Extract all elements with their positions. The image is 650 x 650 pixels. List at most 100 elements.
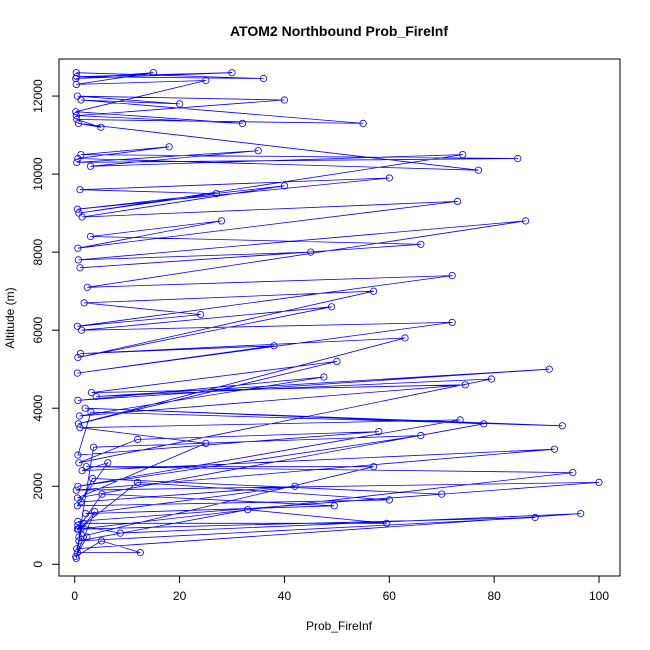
series-line — [74, 72, 600, 559]
data-point — [453, 197, 462, 205]
data-point — [74, 525, 83, 533]
y-tick-label: 0 — [31, 561, 45, 568]
data-point — [76, 349, 85, 358]
data-point — [72, 80, 80, 89]
data-point — [83, 533, 91, 541]
data-point — [116, 529, 124, 537]
data-point — [74, 154, 82, 163]
y-tick-label: 12000 — [31, 79, 45, 113]
data-point — [77, 498, 85, 506]
data-point — [270, 342, 278, 350]
data-point — [401, 334, 409, 342]
data-point — [98, 490, 106, 498]
data-point — [330, 502, 338, 510]
data-point — [280, 182, 288, 190]
data-point — [87, 388, 96, 397]
data-point — [327, 303, 336, 311]
data-point — [89, 474, 97, 483]
data-point — [417, 431, 425, 440]
data-point — [375, 427, 383, 436]
data-point — [74, 517, 82, 526]
x-tick-label: 0 — [71, 589, 78, 603]
data-point — [291, 482, 299, 490]
data-point — [92, 392, 100, 401]
data-point — [73, 369, 82, 377]
data-point — [77, 326, 86, 334]
data-point — [75, 412, 84, 420]
data-point — [197, 310, 205, 319]
data-point — [383, 519, 391, 527]
data-point — [461, 381, 469, 389]
data-point — [448, 318, 456, 326]
data-point — [369, 287, 378, 295]
data-point — [73, 158, 81, 166]
data-point — [74, 353, 82, 362]
data-point — [73, 205, 82, 213]
data-point — [73, 502, 82, 510]
plot-area — [72, 69, 603, 563]
y-tick-label: 8000 — [31, 238, 45, 265]
x-axis: 0 20 40 60 80 100 — [71, 575, 609, 603]
data-point — [72, 69, 80, 77]
data-point — [521, 217, 530, 225]
x-tick-label: 60 — [383, 589, 397, 603]
data-point — [577, 509, 585, 518]
y-axis-label: Altitude (m) — [3, 287, 17, 348]
data-point — [448, 271, 456, 280]
data-point — [80, 299, 88, 307]
data-point — [217, 217, 226, 225]
data-point — [78, 466, 86, 475]
data-point — [369, 463, 378, 471]
data-point — [307, 248, 315, 256]
data-point — [74, 451, 82, 459]
data-point — [417, 240, 425, 248]
data-point — [73, 494, 82, 502]
y-tick-label: 10000 — [31, 157, 45, 191]
x-tick-label: 40 — [278, 589, 292, 603]
data-point — [254, 147, 262, 155]
data-point — [480, 420, 488, 428]
data-point — [74, 119, 83, 128]
data-point — [73, 115, 81, 124]
data-point — [333, 357, 341, 365]
data-point — [73, 322, 82, 330]
data-point — [165, 143, 173, 151]
data-point — [385, 174, 393, 182]
data-point — [74, 521, 82, 529]
data-point — [76, 424, 84, 432]
data-point — [74, 244, 82, 252]
data-point — [72, 486, 80, 494]
data-point — [134, 435, 142, 443]
data-point — [79, 519, 87, 527]
data-point — [104, 459, 112, 467]
data-point — [595, 478, 603, 486]
data-point — [149, 69, 157, 77]
data-point — [558, 422, 566, 430]
data-point — [545, 365, 553, 373]
data-point — [244, 506, 252, 514]
y-axis: 0 2000 4000 6000 8000 10000 12000 — [31, 79, 60, 568]
data-point — [202, 76, 210, 85]
x-tick-label: 20 — [173, 589, 187, 603]
data-point — [72, 108, 80, 116]
data-point — [385, 496, 393, 504]
x-tick-label: 80 — [487, 589, 501, 603]
data-point — [73, 92, 82, 100]
data-point — [514, 154, 522, 163]
y-tick-label: 4000 — [31, 395, 45, 422]
data-point — [74, 420, 83, 428]
data-point — [82, 509, 90, 518]
y-tick-label: 6000 — [31, 317, 45, 344]
data-point — [75, 533, 83, 541]
x-tick-label: 100 — [589, 589, 609, 603]
data-point — [74, 396, 82, 404]
data-point — [73, 545, 81, 553]
data-point — [72, 74, 80, 83]
data-point — [238, 119, 247, 128]
data-point — [74, 256, 83, 264]
data-point — [77, 96, 85, 104]
data-point — [176, 100, 184, 108]
data-point — [359, 119, 367, 128]
data-point — [569, 468, 577, 477]
